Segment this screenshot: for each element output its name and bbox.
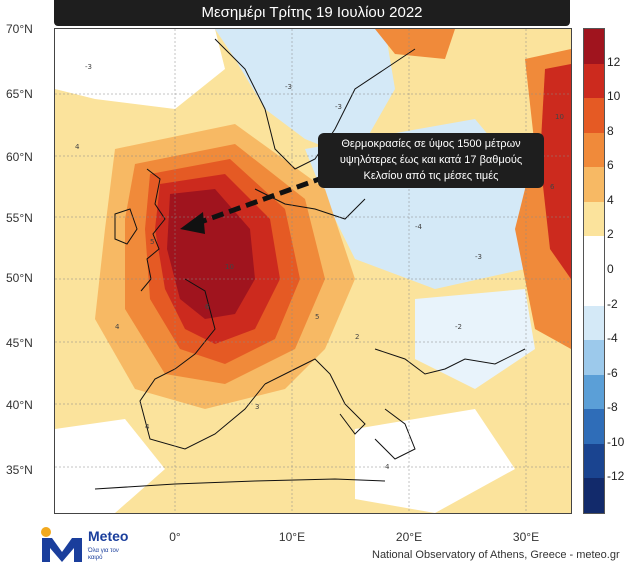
latitude-label: 60°N <box>6 150 33 164</box>
colorbar-tick-label: 0 <box>607 262 614 276</box>
colorbar-tick-label: 2 <box>607 227 614 242</box>
latitude-label: 55°N <box>6 211 33 225</box>
coastline-france-iberia <box>139 278 266 450</box>
colorbar-tick-label: -12 <box>607 469 625 484</box>
contour-number: 4 <box>75 143 80 151</box>
coastline-britain <box>140 168 166 292</box>
contour-number: 10 <box>225 263 234 271</box>
coastline-baltic <box>254 188 366 220</box>
logo-tagline: Όλα για τον καιρό <box>88 548 119 561</box>
longitude-label: 10°E <box>278 530 306 544</box>
contour-number: 10 <box>555 113 564 121</box>
colorbar <box>583 28 605 514</box>
contour-number: -3 <box>85 63 92 71</box>
colorbar-tick-label: 10 <box>607 89 621 104</box>
longitude-label: 30°E <box>512 530 540 544</box>
callout-line: υψηλότερες έως και κατά 17 βαθμούς <box>339 154 523 166</box>
colorbar-tick-label: -6 <box>607 365 618 380</box>
colorbar-tick-label: -10 <box>607 434 625 449</box>
contour-number: 2 <box>355 333 359 341</box>
colorbar-segment <box>584 443 604 479</box>
coastline-north-africa <box>94 478 386 490</box>
contour-number: 4 <box>385 463 390 471</box>
latitude-label: 70°N <box>6 22 33 36</box>
colorbar-tick-label: -2 <box>607 296 618 311</box>
latitude-label: 65°N <box>6 87 33 101</box>
colorbar-segment <box>584 167 604 203</box>
neutral-zone-mediterranean <box>355 409 515 513</box>
meteo-logo: Meteo Όλα για τον καιρό <box>38 522 168 572</box>
colorbar-tick-label: 8 <box>607 123 614 138</box>
contour-number: 5 <box>315 313 319 321</box>
anomaly-callout-box: Θερμοκρασίες σε ύψος 1500 μέτρων υψηλότε… <box>318 133 544 188</box>
colorbar-segment <box>584 98 604 134</box>
contour-number: -3 <box>285 83 292 91</box>
latitude-label: 40°N <box>6 398 33 412</box>
contour-number: -2 <box>455 323 462 331</box>
colorbar-segment <box>584 271 604 307</box>
coastline-ireland <box>114 208 138 245</box>
coastline-scandinavia <box>214 38 416 170</box>
colorbar-tick-label: 4 <box>607 192 614 207</box>
callout-arrow <box>180 174 326 234</box>
coastline-black-sea <box>374 348 526 375</box>
longitude-label: 0° <box>169 530 181 544</box>
colorbar-segment <box>584 478 604 514</box>
colorbar-segment <box>584 340 604 376</box>
contour-number: 6 <box>205 303 210 311</box>
hot-zone-peak <box>167 189 255 319</box>
callout-line: Θερμοκρασίες σε ύψος 1500 μέτρων <box>341 138 521 150</box>
colorbar-segment <box>584 63 604 99</box>
hot-zone-east <box>540 64 571 279</box>
meteo-m-icon <box>41 527 82 562</box>
contour-number: 3 <box>255 403 259 411</box>
colorbar-segment <box>584 29 604 65</box>
contour-number: -4 <box>415 223 423 231</box>
colorbar-tick-label: -4 <box>607 331 618 346</box>
longitude-label: 20°E <box>395 530 423 544</box>
contour-number: 5 <box>150 238 154 246</box>
latitude-label: 50°N <box>6 271 33 285</box>
map-canvas: 10 10 6 5 4 5 2 -3 -3 -4 -3 -2 10 6 3 4 … <box>55 29 571 513</box>
latitude-label: 45°N <box>6 336 33 350</box>
map-title: Μεσημέρι Τρίτης 19 Ιουλίου 2022 <box>54 0 570 26</box>
colorbar-tick-label: 6 <box>607 158 614 173</box>
colorbar-segment <box>584 409 604 445</box>
temperature-anomaly-map: 10 10 6 5 4 5 2 -3 -3 -4 -3 -2 10 6 3 4 … <box>54 28 572 514</box>
credit-text: National Observatory of Athens, Greece -… <box>372 549 620 561</box>
coastline-italy <box>264 358 366 435</box>
contour-number: 4 <box>145 423 150 431</box>
callout-line: Κελσίου από τις μέσες τιμές <box>363 170 499 182</box>
coastlines <box>94 38 526 490</box>
latitude-label: 35°N <box>6 463 33 477</box>
contour-number: -3 <box>335 103 342 111</box>
neutral-zone-atlantic <box>55 419 165 513</box>
colorbar-segment <box>584 201 604 237</box>
colorbar-segment <box>584 236 604 272</box>
coastline-greece <box>374 408 416 460</box>
warm-zone-north <box>375 29 455 59</box>
colorbar-segment <box>584 374 604 410</box>
contour-number: 4 <box>115 323 120 331</box>
cool-zone-black-sea <box>415 289 535 389</box>
colorbar-segment <box>584 305 604 341</box>
contour-number: 6 <box>550 183 555 191</box>
colorbar-tick-label: -8 <box>607 400 618 415</box>
contour-number: -3 <box>475 253 482 261</box>
logo-wordmark: Meteo <box>88 528 129 544</box>
colorbar-tick-label: 12 <box>607 54 621 69</box>
neutral-zone-northwest <box>55 29 225 109</box>
colorbar-segment <box>584 132 604 168</box>
